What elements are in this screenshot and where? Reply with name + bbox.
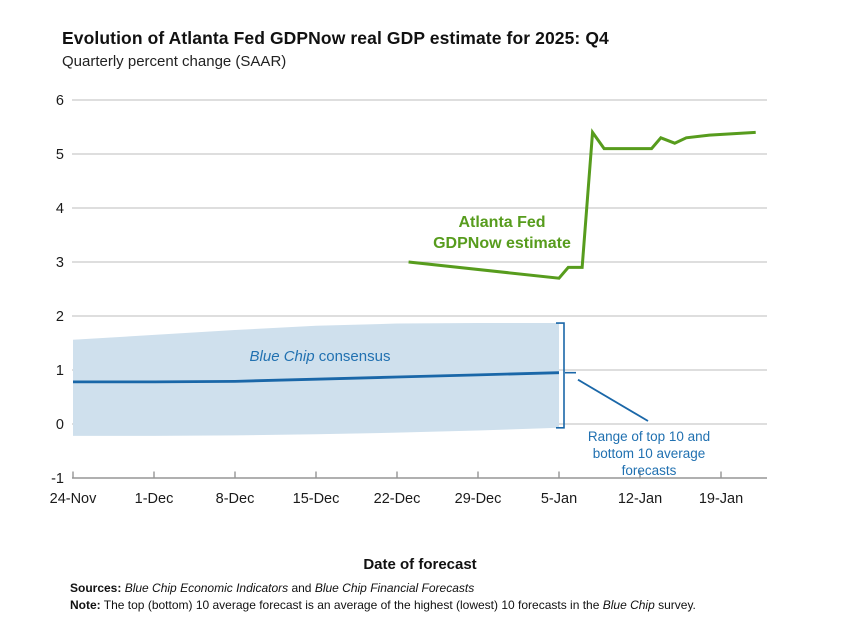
range-bracket [556, 322, 565, 429]
source-1: Blue Chip Economic Indicators [124, 581, 289, 595]
x-axis-title: Date of forecast [363, 556, 477, 573]
x-tick-label: 1-Dec [135, 491, 174, 507]
y-tick-label: 6 [56, 93, 64, 109]
y-tick-label: 2 [56, 309, 64, 325]
consensus-series-label: Blue Chip consensus [250, 348, 391, 365]
y-tick-label: 0 [56, 417, 64, 433]
note-line: Note: The top (bottom) 10 average foreca… [70, 597, 696, 614]
range-annotation: Range of top 10 and bottom 10 average fo… [588, 428, 710, 479]
range-callout-line [577, 378, 649, 422]
x-tick-label: 12-Jan [618, 491, 662, 507]
range-annotation-line2: bottom 10 average [592, 446, 706, 461]
x-tick-label: 24-Nov [50, 491, 97, 507]
x-tick-label: 15-Dec [293, 491, 340, 507]
note-text-2: survey. [654, 598, 696, 612]
gdpnow-series-label: Atlanta Fed GDPNow estimate [433, 212, 571, 254]
consensus-line [73, 371, 560, 384]
x-tick-label: 5-Jan [541, 491, 577, 507]
x-tick-label: 29-Dec [455, 491, 502, 507]
note-label: Note: [70, 598, 101, 612]
x-tick-label: 19-Jan [699, 491, 743, 507]
chart-title: Evolution of Atlanta Fed GDPNow real GDP… [62, 28, 609, 48]
chart-subtitle: Quarterly percent change (SAAR) [62, 53, 287, 70]
note-italic: Blue Chip [602, 598, 655, 612]
sources-and: and [288, 581, 315, 595]
range-annotation-line3: forecasts [621, 463, 677, 478]
y-tick-label: 1 [56, 363, 64, 379]
source-2: Blue Chip Financial Forecasts [314, 581, 475, 595]
gdpnow-series-label-line1: Atlanta Fed [458, 214, 546, 231]
y-tick-label: 5 [56, 147, 64, 163]
y-tick-label: 4 [56, 201, 64, 217]
consensus-label-rest: consensus [314, 348, 391, 365]
sources-line: Sources: Blue Chip Economic Indicators a… [70, 580, 696, 597]
footnotes: Sources: Blue Chip Economic Indicators a… [70, 580, 696, 614]
sources-label: Sources: [70, 581, 122, 595]
x-tick-label: 22-Dec [374, 491, 421, 507]
gdpnow-series-label-line2: GDPNow estimate [433, 235, 571, 252]
x-tick-label: 8-Dec [216, 491, 255, 507]
gdpnow-line [408, 128, 756, 280]
note-text-1: The top (bottom) 10 average forecast is … [100, 598, 603, 612]
y-tick-label: -1 [51, 471, 64, 487]
range-annotation-line1: Range of top 10 and [587, 429, 711, 444]
y-tick-label: 3 [56, 255, 64, 271]
consensus-label-italic: Blue Chip [249, 348, 315, 365]
